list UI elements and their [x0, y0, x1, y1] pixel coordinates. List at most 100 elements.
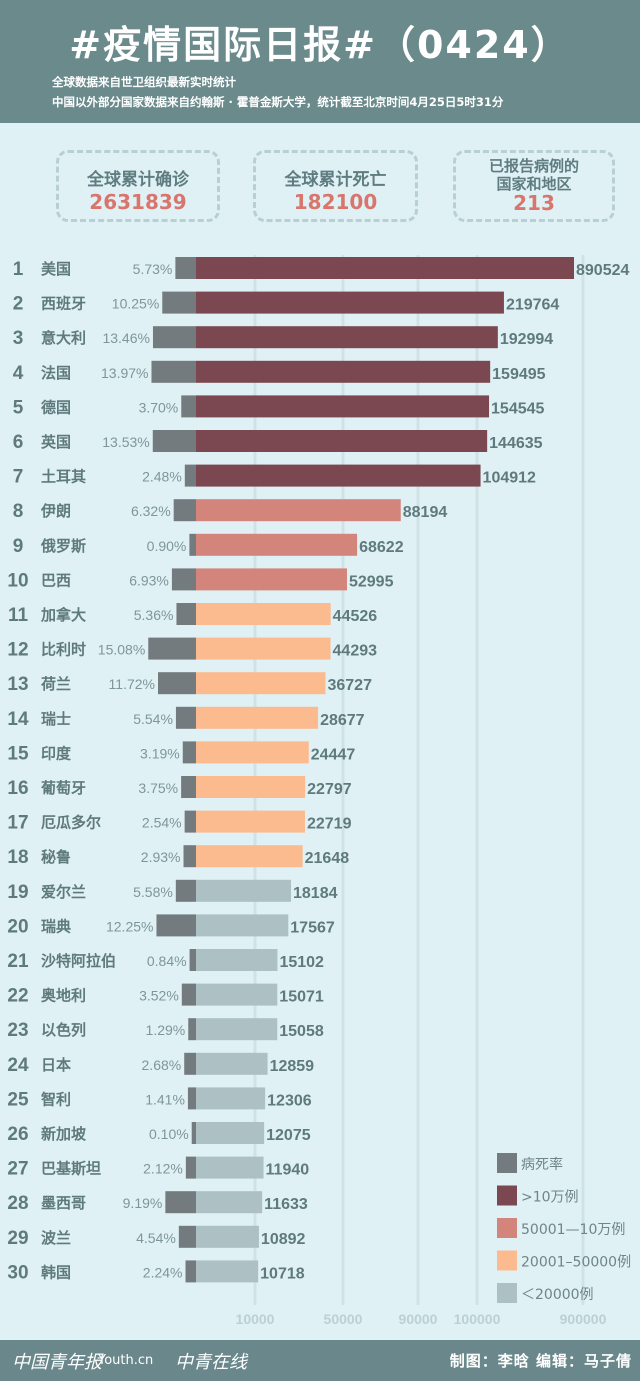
- legend-label: ＜20000例: [521, 1287, 594, 1303]
- rank-label: 6: [13, 432, 24, 453]
- cases-bar: [196, 810, 305, 833]
- country-label: 墨西哥: [41, 1194, 86, 1212]
- death-rate-label: 1.29%: [146, 1022, 186, 1038]
- legend-label: >10万例: [521, 1190, 579, 1206]
- death-rate-bar: [184, 1052, 196, 1075]
- cases-bar: [196, 879, 292, 902]
- stat-value: 2631839: [89, 190, 187, 214]
- country-label: 葡萄牙: [40, 779, 86, 797]
- death-rate-label: 15.08%: [98, 642, 145, 658]
- cases-label: 15071: [279, 989, 324, 1006]
- country-label: 秘鲁: [41, 848, 71, 866]
- legend-swatch: [497, 1218, 517, 1238]
- cases-bar: [196, 706, 319, 729]
- cases-bar: [196, 1087, 266, 1110]
- death-rate-bar: [156, 914, 196, 937]
- cases-label: 36727: [327, 677, 372, 694]
- rank-label: 9: [13, 536, 24, 557]
- stat-value: 182100: [293, 190, 378, 214]
- death-rate-label: 0.10%: [149, 1126, 189, 1142]
- cases-bar: [196, 464, 481, 487]
- x-tick-label: 900000: [560, 1311, 607, 1327]
- country-label: 比利时: [41, 641, 86, 659]
- stat-label-line1: 已报告病例的: [488, 157, 579, 175]
- death-rate-bar: [188, 1018, 196, 1041]
- cases-bar: [196, 637, 331, 660]
- rank-label: 1: [13, 259, 24, 280]
- cases-label: 12306: [267, 1092, 312, 1109]
- death-rate-label: 13.53%: [102, 434, 149, 450]
- rank-label: 19: [7, 882, 28, 903]
- cases-bar: [196, 949, 278, 971]
- death-rate-label: 2.93%: [141, 849, 181, 865]
- cases-bar: [196, 533, 358, 556]
- cases-label: 11940: [266, 1162, 310, 1179]
- stat-global-confirmed: 全球累计确诊 2631839: [56, 150, 220, 222]
- cases-label: 44526: [333, 608, 378, 625]
- cases-bar: [196, 1156, 264, 1179]
- rank-label: 8: [13, 501, 24, 522]
- death-rate-bar: [148, 637, 196, 660]
- cases-label: 24447: [311, 746, 356, 763]
- death-rate-label: 9.19%: [123, 1195, 163, 1211]
- death-rate-label: 4.54%: [136, 1230, 176, 1246]
- cases-label: 22719: [307, 816, 352, 833]
- cases-label: 68622: [359, 539, 404, 556]
- country-label: 智利: [41, 1090, 71, 1108]
- death-rate-label: 3.75%: [138, 780, 178, 796]
- country-label: 伊朗: [40, 502, 71, 520]
- cases-bar: [196, 326, 498, 349]
- death-rate-label: 13.46%: [102, 330, 149, 346]
- cases-label: 10892: [261, 1231, 306, 1248]
- cases-bar: [196, 776, 306, 798]
- death-rate-label: 2.24%: [143, 1264, 183, 1280]
- rank-label: 29: [7, 1228, 28, 1249]
- cases-bar: [196, 741, 309, 764]
- country-label: 奥地利: [41, 987, 86, 1005]
- death-rate-label: 3.19%: [140, 745, 180, 761]
- death-rate-bar: [181, 776, 196, 798]
- country-label: 韩国: [41, 1263, 71, 1281]
- cases-bar: [196, 1122, 265, 1144]
- country-label: 西班牙: [41, 295, 86, 313]
- rank-label: 15: [7, 743, 29, 764]
- cases-bar: [196, 568, 347, 591]
- cases-label: 22797: [307, 781, 352, 798]
- cases-label: 219764: [506, 297, 559, 314]
- death-rate-bar: [185, 1260, 196, 1283]
- rank-label: 16: [7, 778, 28, 799]
- rank-label: 22: [7, 986, 28, 1007]
- country-label: 英国: [41, 433, 71, 451]
- cases-label: 15102: [279, 954, 324, 971]
- x-tick-label: 90000: [399, 1311, 438, 1327]
- rank-label: 2: [13, 294, 24, 315]
- death-rate-label: 5.73%: [133, 261, 173, 277]
- country-label: 瑞士: [41, 710, 71, 728]
- country-label: 印度: [41, 744, 72, 762]
- rank-label: 24: [7, 1055, 29, 1076]
- rank-label: 4: [13, 363, 24, 384]
- cases-label: 18184: [293, 885, 338, 902]
- rank-label: 3: [13, 328, 24, 349]
- logo-cyd: 中国青年报: [12, 1352, 102, 1373]
- death-rate-bar: [189, 949, 196, 971]
- cases-label: 10718: [260, 1265, 305, 1282]
- footer: 中国青年报 Youth.cn 中青在线 制图：李晗 编辑：马子倩: [0, 1340, 640, 1381]
- cases-label: 21648: [305, 850, 350, 867]
- rank-label: 13: [7, 674, 28, 695]
- death-rate-bar: [187, 1087, 196, 1110]
- death-rate-label: 2.68%: [142, 1057, 182, 1073]
- death-rate-label: 1.41%: [145, 1091, 185, 1107]
- death-rate-label: 5.36%: [134, 607, 174, 623]
- stat-label: 全球累计确诊: [87, 170, 189, 190]
- rank-label: 28: [7, 1193, 28, 1214]
- death-rate-bar: [171, 568, 196, 591]
- death-rate-label: 5.54%: [133, 711, 173, 727]
- x-tick-label: 100000: [454, 1311, 501, 1327]
- cases-bar: [196, 983, 278, 1006]
- legend-swatch: [497, 1250, 517, 1271]
- logo-youth: Youth.cn: [98, 1353, 154, 1368]
- cases-bar: [196, 1018, 278, 1041]
- legend-label: 20001–50000例: [521, 1255, 631, 1271]
- country-label: 巴西: [41, 571, 71, 589]
